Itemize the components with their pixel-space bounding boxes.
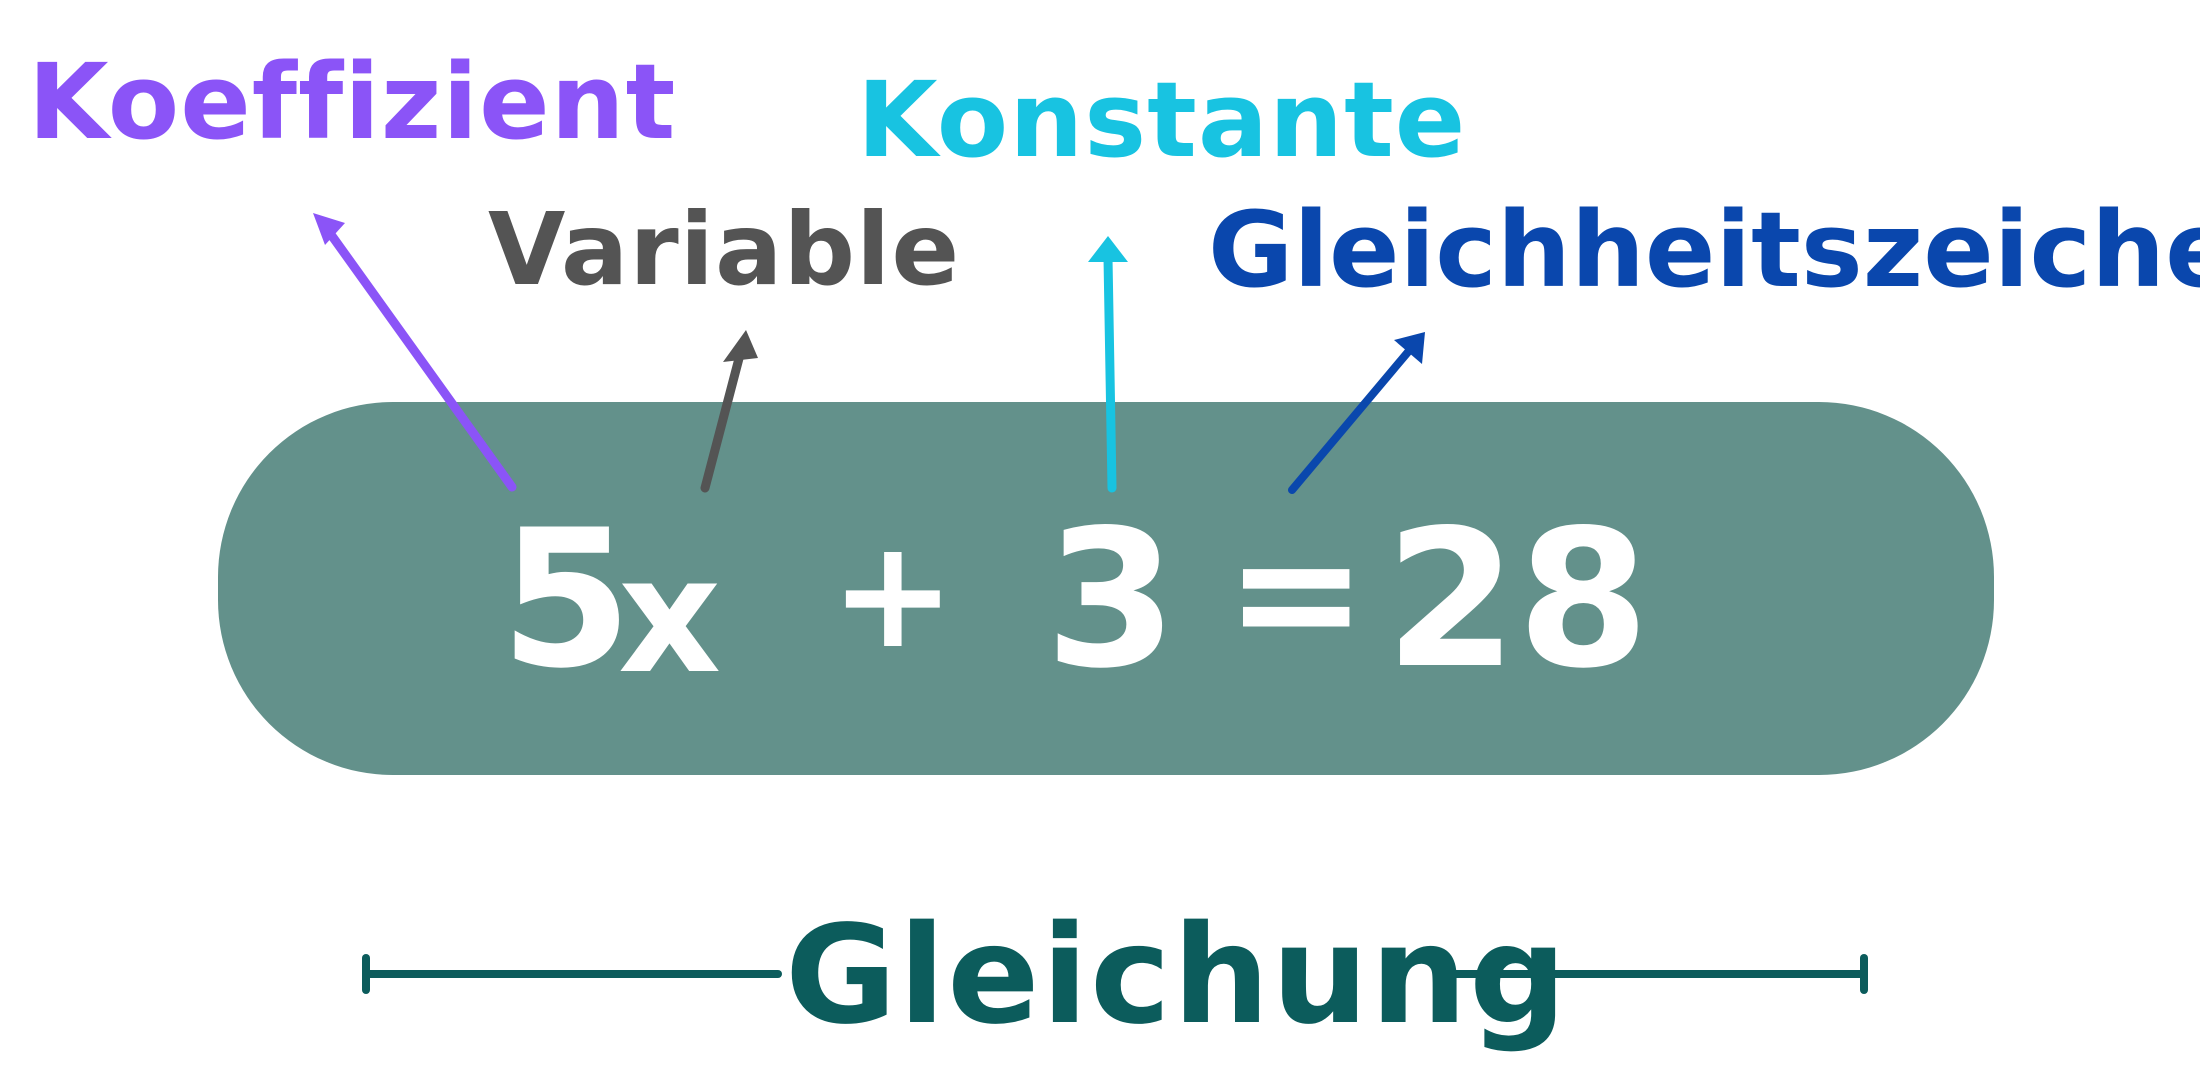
constant-label: Konstante <box>857 59 1467 181</box>
equals-sign-label: Gleichheitszeichen <box>1208 189 2200 311</box>
equals-sign-arrowhead <box>1394 332 1425 364</box>
coefficient-arrowhead <box>313 213 345 245</box>
equation-result: 28 <box>1385 489 1650 710</box>
equation-coefficient: 5 <box>500 489 633 710</box>
equation-label: Gleichung <box>785 897 1569 1055</box>
equation-variable: x <box>618 522 722 709</box>
variable-arrowhead <box>723 330 758 362</box>
equation-plus-sign: + <box>830 508 956 682</box>
equation-constant: 3 <box>1045 489 1178 710</box>
coefficient-label: Koeffizient <box>28 41 677 163</box>
constant-arrowhead <box>1088 236 1128 262</box>
equation-equals-sign: = <box>1225 494 1368 692</box>
variable-label: Variable <box>488 191 961 308</box>
